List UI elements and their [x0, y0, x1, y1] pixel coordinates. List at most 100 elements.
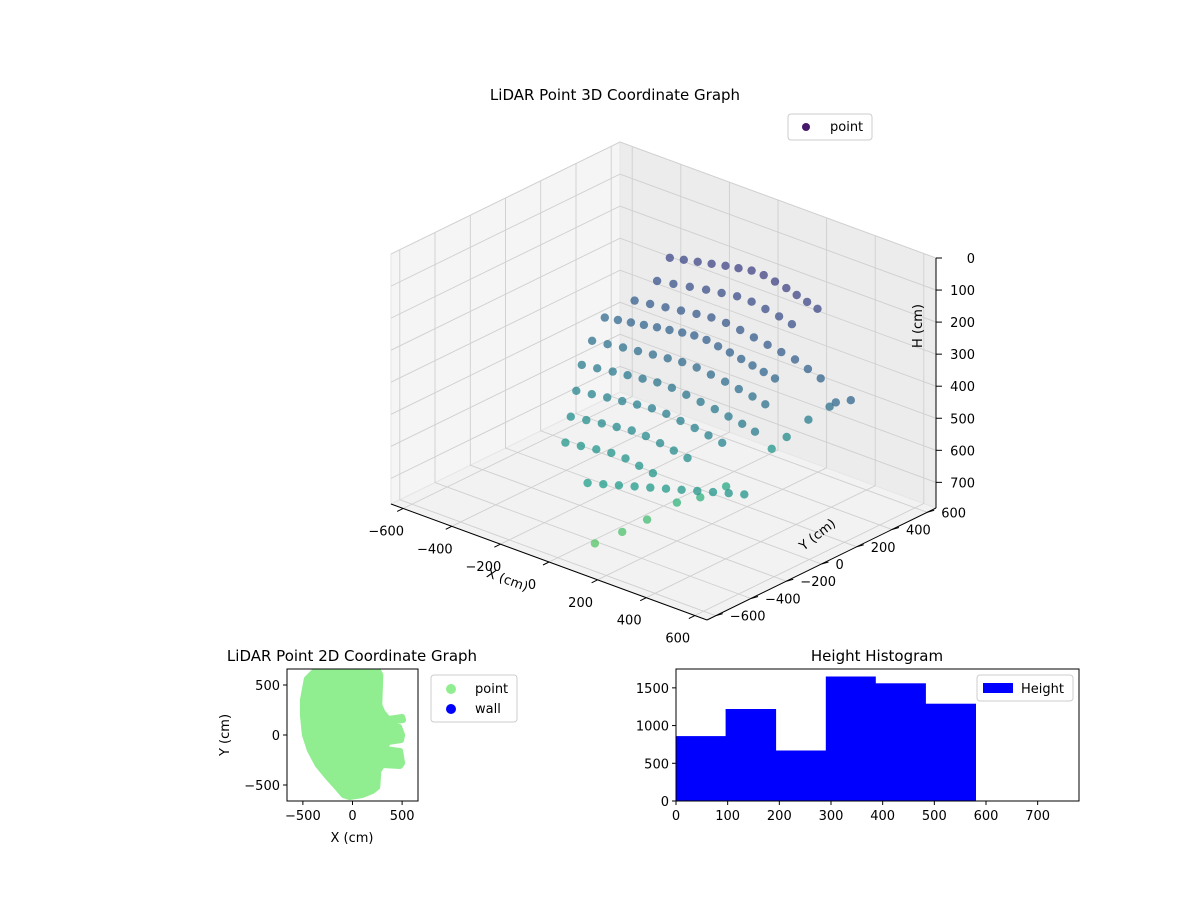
chart-3d-title: LiDAR Point 3D Coordinate Graph [490, 86, 740, 104]
chart-3d-point [639, 320, 649, 330]
chart-3d-point [592, 445, 601, 454]
chart-3d-ztick-label: 300 [950, 348, 975, 363]
chart-3d-gridline-z [390, 365, 937, 483]
chart-2d-legend: point wall [430, 674, 518, 723]
chart-2d-legend-marker-wall [446, 704, 456, 714]
chart-3d-xtick [396, 508, 404, 512]
chart-3d-point [749, 333, 759, 342]
chart-3d-point [582, 415, 591, 425]
chart-3d-point [692, 363, 701, 372]
chart-histogram-bar [925, 703, 976, 801]
chart-3d-axes: −600−400−2000200400600−600−400−200020040… [368, 252, 975, 647]
chart-3d-zlabel: H (cm) [911, 304, 926, 348]
chart-histogram-legend: Height [976, 674, 1074, 702]
chart-2d-ylabel: Y (cm) [218, 714, 233, 757]
chart-3d-point [846, 396, 855, 405]
chart-3d-point [645, 299, 655, 309]
chart-3d-xtick [445, 525, 452, 530]
chart-3d-xtick-label: 0 [528, 578, 536, 593]
chart-3d-point [603, 393, 612, 402]
chart-3d-ztick-label: 0 [967, 252, 975, 267]
chart-histogram-legend-swatch [983, 683, 1013, 693]
chart-3d-point [632, 400, 642, 409]
chart-3d-point [721, 318, 731, 328]
chart-2d-title: LiDAR Point 2D Coordinate Graph [227, 647, 477, 665]
chart-3d-point [710, 404, 719, 414]
chart-3d-point [672, 498, 682, 507]
chart-histogram-xtick-label: 400 [870, 809, 895, 824]
chart-3d-point [630, 296, 639, 305]
chart-3d-point [665, 325, 674, 335]
chart-3d-point [740, 490, 749, 499]
chart-3d-point [647, 404, 657, 413]
chart-3d-point [748, 361, 757, 370]
chart-3d-gridline-x [597, 217, 828, 581]
chart-histogram-xtick-label: 600 [974, 809, 999, 824]
chart-3d-gridline-x [451, 164, 682, 527]
chart-3d-point [648, 469, 658, 478]
chart-3d-point [661, 484, 671, 493]
chart-3d-ytick-label: 200 [871, 541, 896, 556]
chart-3d-point [692, 309, 701, 319]
chart-histogram-ytick-label: 500 [644, 757, 669, 772]
chart-3d-point [702, 335, 711, 345]
chart-3d-point [721, 482, 731, 491]
chart-3d-ytick-label: 0 [836, 558, 844, 573]
chart-3d-ytick-label: −600 [730, 610, 766, 625]
chart-3d-point [662, 409, 671, 418]
chart-3d-gridline-y [575, 163, 893, 530]
chart-3d-point [720, 377, 730, 386]
chart-3d-point [653, 378, 662, 387]
chart-histogram-ytick-label: 1500 [636, 682, 669, 697]
chart-3d-point [732, 292, 742, 301]
chart-3d-point [587, 336, 597, 345]
chart-2d-ytick-label: 500 [255, 679, 280, 694]
chart-3d-point [648, 350, 658, 359]
chart-3d-legend-box [787, 113, 873, 141]
chart-2d-ytick-label: −500 [244, 779, 280, 794]
chart-3d-ytick [927, 509, 935, 513]
chart-3d-gridline-x [403, 146, 633, 509]
chart-3d-point [613, 315, 623, 325]
chart-2d-xtick-label: 500 [390, 809, 415, 824]
chart-3d-point [587, 390, 596, 399]
chart-3d-point [707, 313, 716, 322]
chart-3d-point [759, 367, 768, 377]
chart-3d-point [803, 364, 813, 374]
chart-3d-point [831, 398, 840, 407]
chart-3d-point [678, 328, 687, 337]
chart-histogram-bar [676, 736, 726, 801]
chart-3d-point [734, 384, 743, 394]
chart-3d-point [612, 422, 621, 432]
chart-3d-ztick-label: 700 [950, 476, 975, 491]
chart-3d-point [685, 282, 694, 291]
chart-3d-legend-marker [802, 123, 810, 131]
chart-3d-ytick-label: 600 [941, 506, 966, 521]
chart-3d-point [825, 402, 834, 411]
chart-3d-point [770, 374, 780, 383]
chart-3d-gridline-z [390, 237, 937, 355]
chart-3d-grid [390, 141, 937, 617]
chart-3d-point [787, 320, 797, 329]
chart-histogram-legend-box [976, 674, 1074, 702]
chart-3d-gridline-y [505, 198, 822, 565]
chart-3d-point [661, 303, 670, 312]
chart-3d-gridline-y [434, 232, 752, 599]
chart-3d-point [630, 482, 639, 491]
chart-histogram-ytick-label: 0 [661, 795, 669, 810]
chart-histogram-xtick-label: 200 [767, 809, 792, 824]
chart-3d-gridline-x [646, 235, 876, 599]
chart-histogram-legend-label: Height [1021, 682, 1064, 697]
chart-3d-ytick [856, 544, 864, 548]
chart-3d-xtick-label: 200 [568, 596, 593, 611]
chart-3d-gridline-y [399, 249, 716, 617]
chart-3d-point [665, 253, 674, 262]
chart-3d-ytick [786, 578, 794, 582]
chart-histogram-title: Height Histogram [811, 647, 943, 665]
chart-3d-point [679, 255, 688, 264]
chart-3d-point [576, 441, 586, 451]
chart-3d-point [682, 390, 691, 399]
chart-3d-point [669, 279, 678, 289]
chart-3d-xtick [542, 561, 550, 566]
chart-3d-gridline-y [469, 215, 787, 582]
